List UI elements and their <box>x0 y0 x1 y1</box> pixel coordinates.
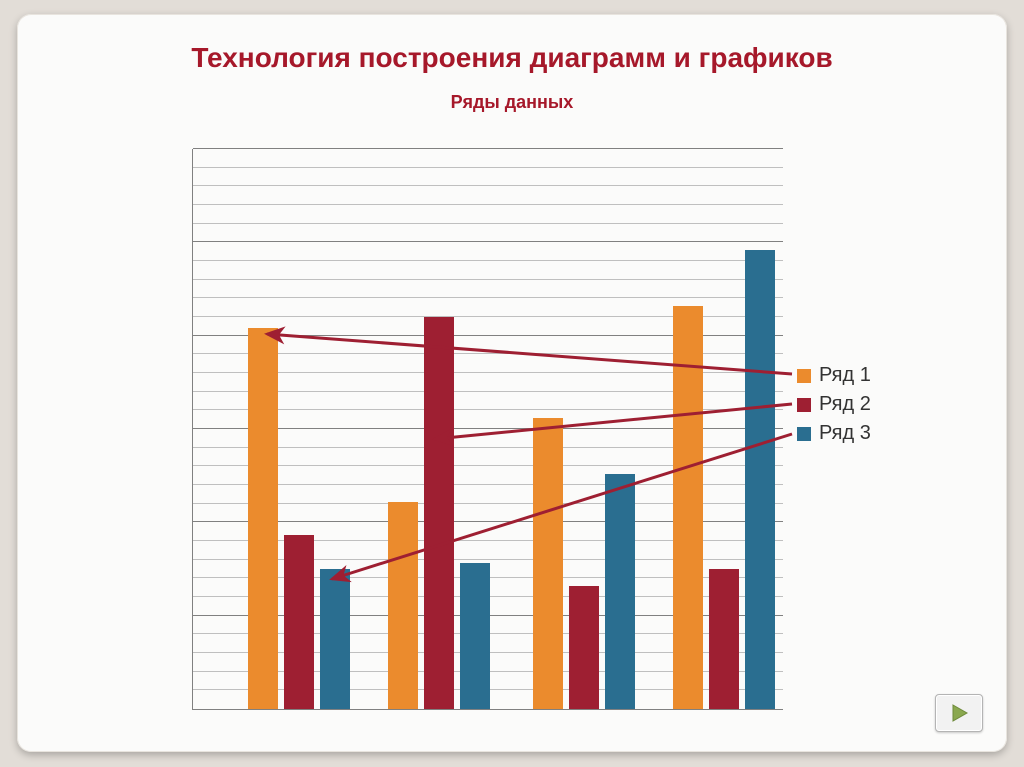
bar-series1-cat4 <box>673 306 703 709</box>
slide-frame: Технология построения диаграмм и графико… <box>17 14 1007 752</box>
gridline <box>193 167 783 168</box>
legend-swatch <box>797 369 811 383</box>
bar-series3-cat4 <box>745 250 775 709</box>
bar-series3-cat1 <box>320 569 350 709</box>
bar-series1-cat1 <box>248 328 278 709</box>
bar-series2-cat2 <box>424 317 454 709</box>
bar-series1-cat3 <box>533 418 563 709</box>
gridline <box>193 279 783 280</box>
chart-plot <box>192 149 783 710</box>
bar-series3-cat2 <box>460 563 490 709</box>
bar-series2-cat1 <box>284 535 314 709</box>
gridline <box>193 148 783 149</box>
chart-plot-area <box>192 149 782 709</box>
next-slide-button[interactable] <box>935 694 983 732</box>
bar-series2-cat3 <box>569 586 599 709</box>
bar-series2-cat4 <box>709 569 739 709</box>
bar-series1-cat2 <box>388 502 418 709</box>
legend-swatch <box>797 398 811 412</box>
legend-label: Ряд 3 <box>819 422 871 445</box>
legend-item-1: Ряд 1 <box>797 364 871 387</box>
gridline <box>193 297 783 298</box>
bar-series3-cat3 <box>605 474 635 709</box>
legend-item-3: Ряд 3 <box>797 422 871 445</box>
chart-legend: Ряд 1 Ряд 2 Ряд 3 <box>797 364 871 451</box>
legend-label: Ряд 2 <box>819 393 871 416</box>
gridline <box>193 185 783 186</box>
slide-title: Технология построения диаграмм и графико… <box>17 42 1007 74</box>
gridline <box>193 204 783 205</box>
legend-item-2: Ряд 2 <box>797 393 871 416</box>
gridline <box>193 241 783 242</box>
legend-swatch <box>797 427 811 441</box>
play-icon <box>948 702 970 724</box>
gridline <box>193 223 783 224</box>
gridline <box>193 260 783 261</box>
slide-subtitle: Ряды данных <box>17 92 1007 113</box>
legend-label: Ряд 1 <box>819 364 871 387</box>
